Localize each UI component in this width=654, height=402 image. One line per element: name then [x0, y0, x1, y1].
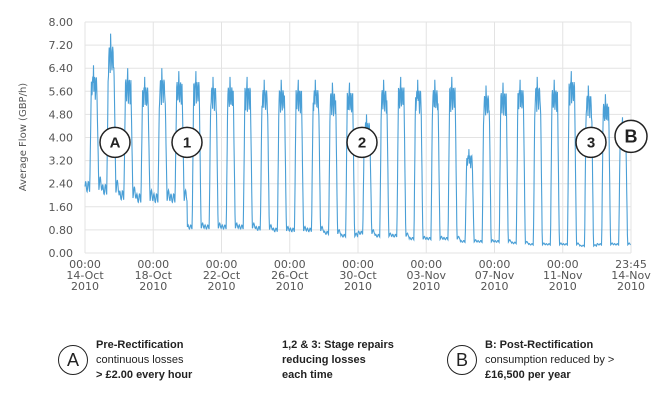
y-axis-ticks: 0.00 0.80 1.60 2.40 3.20 4.00 4.80 5.60 6.40 7.20… — [49, 16, 74, 260]
legend-b-line2: consumption reduced by > — [485, 353, 615, 366]
x-tick-label: 18-Oct — [135, 269, 173, 282]
y-tick-label: 4.80 — [49, 108, 74, 121]
annotation-label: B — [625, 126, 638, 146]
annotation-marker-2: 2 — [346, 126, 378, 159]
x-tick-label: 26-Oct — [271, 269, 309, 282]
annotation-label: 1 — [183, 134, 191, 151]
x-tick-label: 11-Nov — [543, 269, 583, 282]
annotation-label: 2 — [358, 134, 366, 151]
y-tick-label: 4.00 — [49, 132, 74, 145]
y-tick-label: 0.00 — [49, 247, 74, 260]
y-tick-label: 5.60 — [49, 85, 74, 98]
x-axis-ticks: 00:0014-Oct201000:0018-Oct201000:0022-Oc… — [66, 258, 651, 293]
legend-symbol-b: B — [447, 345, 477, 375]
legend-mid-line2: reducing losses — [282, 353, 366, 366]
x-tick-label: 00:00 — [342, 258, 374, 271]
legend-mid-line1: 1,2 & 3: Stage repairs — [282, 338, 394, 351]
y-axis-label: Average Flow (GBP/h) — [18, 83, 29, 191]
y-tick-label: 6.40 — [49, 62, 74, 75]
annotation-marker-1: 1 — [171, 126, 203, 159]
legend-text-mid: 1,2 & 3: Stage repairs reducing losses e… — [282, 338, 394, 383]
x-tick-label: 2010 — [344, 280, 372, 293]
annotation-marker-a: A — [99, 126, 131, 159]
x-tick-label: 2010 — [276, 280, 304, 293]
x-tick-label: 2010 — [71, 280, 99, 293]
legend-b-line3: £16,500 per year — [485, 368, 571, 381]
legend-stage-repairs: 1,2 & 3: Stage repairs reducing losses e… — [282, 330, 394, 390]
y-tick-label: 7.20 — [49, 39, 74, 52]
flow-chart: 0.00 0.80 1.60 2.40 3.20 4.00 4.80 5.60 6.40 7.20… — [18, 16, 651, 293]
legend-a-line2: continuous losses — [96, 353, 184, 366]
x-tick-label: 2010 — [481, 280, 509, 293]
y-tick-label: 3.20 — [49, 155, 74, 168]
x-tick-label: 00:00 — [410, 258, 442, 271]
x-tick-label: 2010 — [549, 280, 577, 293]
annotation-label: A — [110, 134, 121, 151]
legend-a-line1: Pre-Rectification — [96, 338, 184, 351]
legend-text-b: B: Post-Rectification consumption reduce… — [485, 338, 614, 383]
x-tick-label: 00:00 — [69, 258, 101, 271]
x-tick-label: 2010 — [617, 280, 645, 293]
x-tick-label: 2010 — [412, 280, 440, 293]
annotation-label: 3 — [587, 134, 595, 151]
annotation-marker-3: 3 — [575, 126, 607, 159]
x-tick-label: 03-Nov — [407, 269, 447, 282]
x-tick-label: 00:00 — [274, 258, 306, 271]
x-tick-label: 23:45 — [615, 258, 647, 271]
grid — [84, 21, 632, 254]
x-tick-label: 2010 — [139, 280, 167, 293]
x-tick-label: 07-Nov — [475, 269, 515, 282]
x-tick-label: 00:00 — [206, 258, 238, 271]
x-tick-label: 00:00 — [479, 258, 511, 271]
legend-b-line1: B: Post-Rectification — [485, 338, 594, 351]
annotation-markers: A 1 2 3 B — [99, 119, 648, 159]
x-tick-label: 2010 — [208, 280, 236, 293]
x-tick-label: 22-Oct — [203, 269, 241, 282]
y-tick-label: 8.00 — [49, 16, 74, 29]
y-tick-label: 1.60 — [49, 201, 74, 214]
legend-mid-line3: each time — [282, 368, 333, 381]
x-tick-label: 00:00 — [547, 258, 579, 271]
x-tick-label: 00:00 — [137, 258, 169, 271]
y-tick-label: 2.40 — [49, 178, 74, 191]
legend-symbol-a: A — [58, 345, 88, 375]
legend-post-rectification: B B: Post-Rectification consumption redu… — [447, 330, 614, 390]
x-tick-label: 14-Nov — [611, 269, 651, 282]
annotation-marker-b: B — [614, 119, 648, 154]
legend-a-line3: > £2.00 every hour — [96, 368, 193, 381]
legend-text-a: Pre-Rectification continuous losses > £2… — [96, 338, 192, 383]
x-tick-label: 14-Oct — [66, 269, 104, 282]
legend-pre-rectification: A Pre-Rectification continuous losses > … — [58, 330, 192, 390]
y-tick-label: 0.80 — [49, 224, 74, 237]
x-tick-label: 30-Oct — [339, 269, 377, 282]
